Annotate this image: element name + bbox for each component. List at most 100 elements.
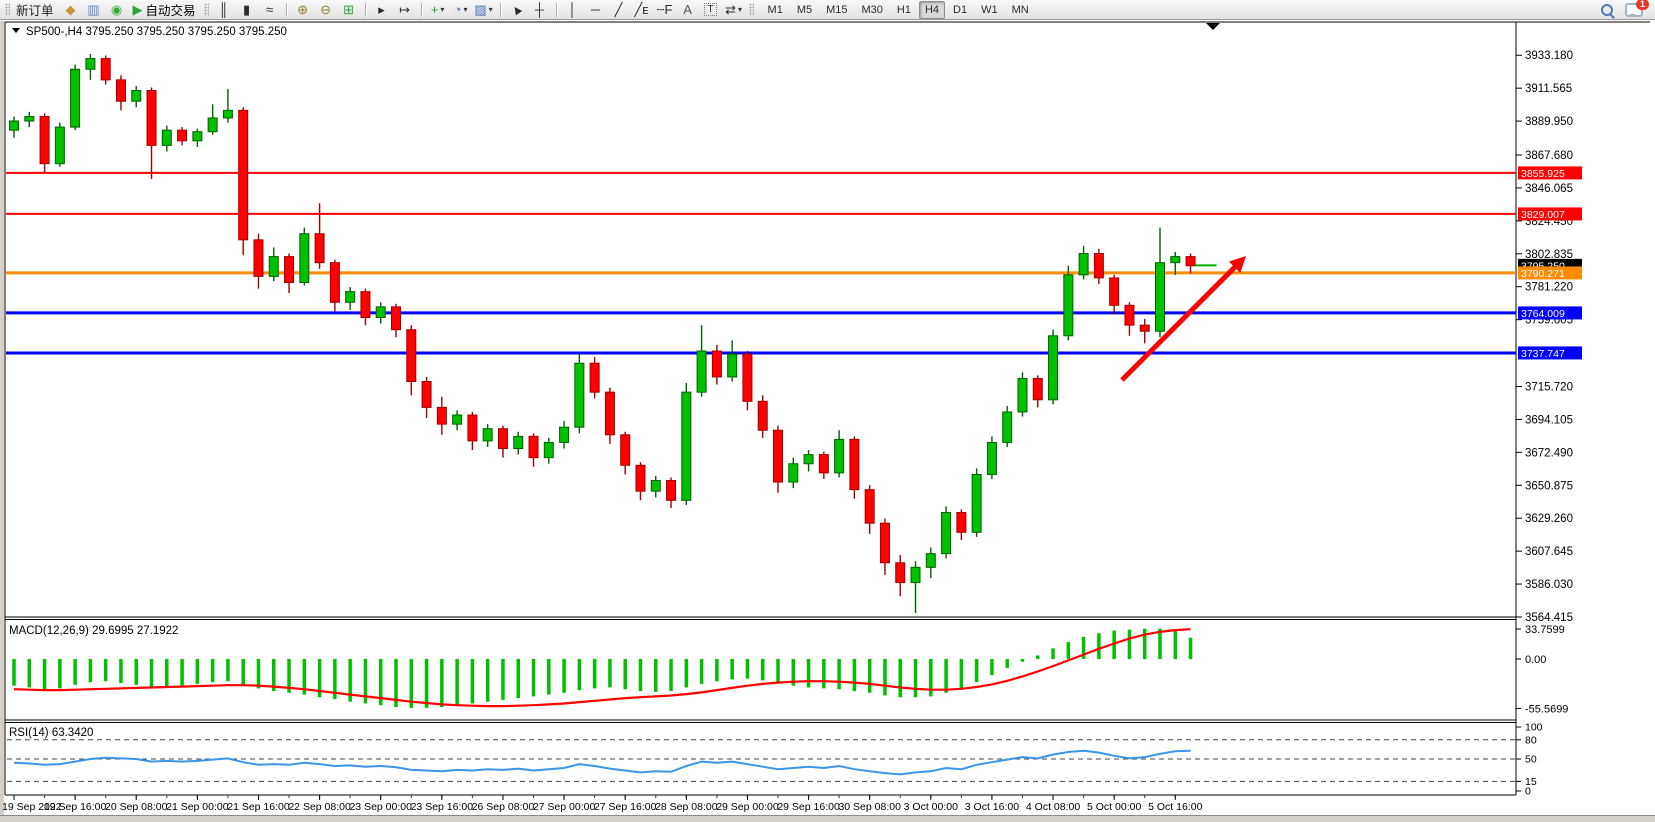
- time-axis-label: 27 Sep 00:00: [533, 801, 596, 813]
- periods-button[interactable]: ◔ ▾: [450, 1, 472, 18]
- indicators-icon: +: [430, 2, 439, 17]
- timeframe-h4-button[interactable]: H4: [918, 0, 946, 19]
- chart-shift-button[interactable]: ↦: [394, 1, 416, 18]
- horizontal-line-button[interactable]: ─: [585, 1, 607, 18]
- candle-body: [253, 239, 264, 277]
- price-axis-label: 3694.105: [1525, 414, 1573, 426]
- timeframe-h1-button[interactable]: H1: [896, 3, 911, 16]
- timeframe-d1-button[interactable]: D1: [953, 3, 968, 16]
- text-label-icon: T: [704, 3, 717, 16]
- signals-button[interactable]: ◉: [106, 1, 128, 18]
- vertical-line-icon: │: [568, 2, 577, 17]
- price-axis-label: 3607.645: [1525, 546, 1573, 558]
- timeframe-mn-button[interactable]: MN: [1011, 3, 1029, 16]
- candle-body: [360, 291, 371, 319]
- fibonacci-button[interactable]: ┄F: [654, 1, 676, 18]
- candle-body: [452, 414, 463, 425]
- dropdown-caret-icon: ▾: [463, 5, 468, 14]
- trendline-icon: ╱: [614, 2, 623, 17]
- text-label-button[interactable]: T: [700, 1, 722, 18]
- chart-shift-marker-icon[interactable]: [1206, 23, 1220, 30]
- line-mode-button[interactable]: ≈: [259, 1, 281, 18]
- candle-body: [879, 522, 890, 564]
- time-axis-label: 29 Sep 16:00: [777, 801, 840, 813]
- level-tag: [1518, 266, 1582, 280]
- candle-body: [39, 115, 50, 165]
- auto-scroll-icon: ▸: [378, 2, 385, 17]
- periods-icon: ◔: [453, 2, 462, 17]
- chart-background: [0, 21, 1655, 822]
- candle-body: [620, 434, 631, 466]
- arrows-objects-icon: ⇄: [725, 2, 736, 17]
- timeframe-m15-button[interactable]: M15: [826, 3, 848, 16]
- dropdown-caret-icon: ▾: [440, 5, 445, 14]
- candle-body: [528, 435, 539, 459]
- auto-scroll-button[interactable]: ▸: [371, 1, 393, 18]
- candle-body: [864, 489, 875, 524]
- arrows-objects-button[interactable]: ⇄ ▾: [723, 1, 745, 18]
- chart-profile-button[interactable]: ◆: [60, 1, 82, 18]
- candle-body: [1032, 377, 1043, 401]
- candle-body: [971, 473, 982, 533]
- candle-body: [70, 68, 81, 128]
- rsi-axis-label: 80: [1525, 734, 1537, 746]
- zoom-in-button[interactable]: ⊕: [292, 1, 314, 18]
- text-button[interactable]: A: [677, 1, 699, 18]
- candle-body: [559, 426, 570, 443]
- chart-canvas[interactable]: 3933.180 3911.565 3889.950 3867.680 3846.065…: [0, 21, 1655, 822]
- candle-body: [574, 362, 585, 428]
- toolbar-separator: [499, 2, 501, 17]
- candle-body: [773, 429, 783, 483]
- text-icon: A: [683, 2, 692, 17]
- trendline-button[interactable]: ╱: [608, 1, 630, 18]
- candle-body: [666, 480, 677, 501]
- search-icon[interactable]: [1601, 3, 1613, 16]
- new-order-button[interactable]: 新订单: [16, 4, 54, 18]
- candle-body: [1109, 277, 1120, 306]
- equidistant-channel-button[interactable]: ╱ᴇ: [631, 1, 653, 18]
- crosshair-button[interactable]: ┼: [529, 1, 551, 18]
- notification-badge: 1: [1635, 0, 1649, 10]
- candle-body: [818, 454, 829, 474]
- candle-body: [757, 400, 768, 431]
- candle-body: [238, 109, 249, 241]
- candle-body: [1048, 335, 1059, 401]
- candle-body: [54, 126, 65, 165]
- cursor-button[interactable]: ▲: [506, 0, 528, 19]
- symbol-dropdown-icon[interactable]: [12, 28, 20, 33]
- rsi-axis-label: 15: [1525, 776, 1537, 788]
- candle-body: [177, 129, 188, 142]
- tile-windows-icon: ⊞: [343, 2, 354, 17]
- trend-arrow[interactable]: [1120, 261, 1241, 382]
- time-axis-label: 20 Sep 08:00: [105, 801, 168, 813]
- templates-icon: ▨: [474, 2, 487, 17]
- timeframe-w1-button[interactable]: W1: [981, 3, 998, 16]
- bars-mode-button[interactable]: ║: [213, 1, 235, 18]
- time-axis-label: 27 Sep 16:00: [594, 801, 657, 813]
- equidistant-channel-icon: ╱ᴇ: [634, 2, 649, 17]
- templates-button[interactable]: ▨ ▾: [473, 1, 495, 18]
- candle-body: [910, 566, 921, 584]
- candles-mode-button[interactable]: ▮: [236, 1, 258, 18]
- candle-body: [482, 428, 493, 442]
- horizontal-line-icon: ─: [590, 2, 601, 17]
- time-axis-label: 28 Sep 08:00: [655, 801, 718, 813]
- time-axis-label: 29 Sep 00:00: [716, 801, 779, 813]
- rsi-axis-label: 0: [1525, 786, 1531, 798]
- chat-icon[interactable]: 1: [1625, 0, 1649, 17]
- candle-body: [727, 353, 738, 378]
- candle-body: [391, 306, 401, 331]
- price-axis-label: 3715.720: [1525, 381, 1573, 393]
- autotrading-button-button[interactable]: ▶ 自动交易: [129, 1, 200, 18]
- dropdown-caret-icon: ▾: [488, 5, 493, 14]
- vertical-line-button[interactable]: │: [562, 1, 584, 18]
- candle-body: [436, 406, 447, 425]
- tile-windows-button[interactable]: ⊞: [338, 1, 360, 18]
- market-watch-button[interactable]: ▥: [83, 1, 105, 18]
- timeframe-m5-button[interactable]: M5: [796, 3, 813, 16]
- timeframe-m30-button[interactable]: M30: [861, 3, 883, 16]
- zoom-out-button[interactable]: ⊖: [315, 1, 337, 18]
- timeframe-m1-button[interactable]: M1: [767, 3, 783, 16]
- line-mode-icon: ≈: [265, 2, 274, 17]
- indicators-button[interactable]: + ▾: [427, 1, 449, 18]
